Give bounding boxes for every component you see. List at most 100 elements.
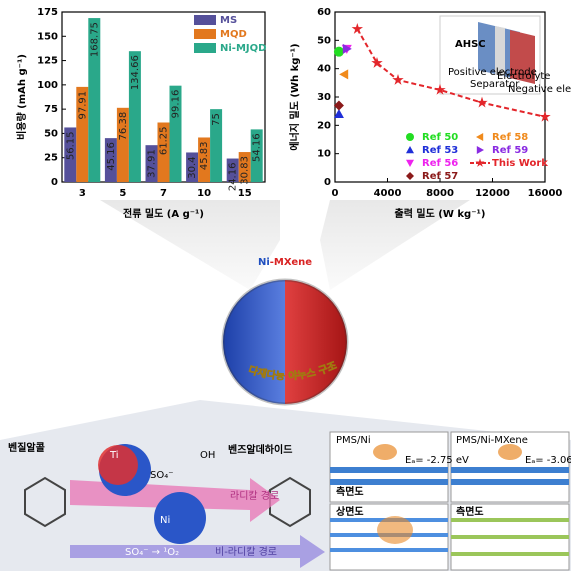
x-tick-label: 15 xyxy=(238,188,252,199)
species: Ni xyxy=(160,515,170,526)
legend-marker xyxy=(475,158,485,167)
legend-label: Ref 53 xyxy=(422,145,458,156)
bar xyxy=(250,129,263,182)
value-label: 54.16 xyxy=(252,133,263,162)
legend-marker xyxy=(406,172,414,180)
ni-sphere xyxy=(154,492,206,544)
bar xyxy=(76,86,89,182)
y-tick-label: 40 xyxy=(317,64,331,75)
mechanism: 벤질알콜 벤즈알데하이드 라디칼 경로 비-라디칼 경로 SO₄⁻ → ¹O₂ … xyxy=(8,441,325,568)
title-ni: Ni xyxy=(258,257,270,268)
x-tick-label: 7 xyxy=(160,188,167,199)
inset-label: Negative electrode xyxy=(508,84,571,95)
bar xyxy=(238,152,251,182)
species: SO₄⁻ xyxy=(150,470,174,481)
dft-panels: PMS/Ni PMS/Ni-MXene Eₐ= -2.75 eV Eₐ= -3.… xyxy=(329,431,571,571)
reaction: SO₄⁻ → ¹O₂ xyxy=(125,547,179,558)
bar xyxy=(104,138,117,182)
point xyxy=(539,110,551,122)
y-axis-label: 비용량 (mAh g⁻¹) xyxy=(15,54,28,140)
value-label: 168.75 xyxy=(89,22,100,57)
y-tick-label: 0 xyxy=(324,177,331,188)
legend-label: This Work xyxy=(492,158,548,169)
value-label: 134.66 xyxy=(130,55,141,90)
benzene xyxy=(269,476,311,528)
y-tick-label: 25 xyxy=(44,153,58,164)
point xyxy=(339,69,349,80)
x-tick-label: 5 xyxy=(119,188,126,199)
panel-title: PMS/Ni-MXene xyxy=(456,435,528,446)
charge-density xyxy=(498,444,522,460)
coin-left xyxy=(223,280,285,404)
value-label: 30.4 xyxy=(187,156,198,178)
value-label: 61.25 xyxy=(159,127,170,156)
bar xyxy=(88,18,101,183)
legend-marker xyxy=(406,159,414,167)
legend-label: Ni-MJQD xyxy=(220,43,266,54)
point xyxy=(476,96,488,108)
y-tick-label: 175 xyxy=(37,7,58,18)
value-label: 56.15 xyxy=(65,131,76,160)
point xyxy=(333,100,344,111)
y-tick-label: 60 xyxy=(317,7,331,18)
bar xyxy=(186,152,199,182)
legend-label: MQD xyxy=(220,29,247,40)
y-tick-label: 0 xyxy=(51,177,58,188)
reactant: 벤질알콜 xyxy=(8,441,45,454)
value-label: 45.83 xyxy=(199,141,210,170)
legend-marker xyxy=(476,133,484,141)
x-tick-label: 4000 xyxy=(374,188,402,199)
bar xyxy=(116,107,129,182)
charge-density xyxy=(373,444,397,460)
value-label: 24.16 xyxy=(228,163,239,192)
value-label: 75 xyxy=(211,113,222,126)
nonradical-arrow xyxy=(70,535,325,568)
point xyxy=(333,109,344,118)
value-label: 45.16 xyxy=(106,142,117,171)
legend-label: MS xyxy=(220,15,237,26)
inset-label: Electrolyte xyxy=(497,71,550,82)
point xyxy=(434,83,446,95)
title: Ni-MXene xyxy=(258,257,312,268)
y-tick-label: 150 xyxy=(37,31,58,42)
bar xyxy=(210,109,223,182)
bar xyxy=(226,158,239,182)
funnel xyxy=(320,200,470,290)
point xyxy=(342,43,352,54)
x-tick-label: 16000 xyxy=(528,188,563,199)
y-tick-label: 100 xyxy=(37,80,58,91)
energy: Eₐ= -2.75 eV xyxy=(405,455,469,466)
legend-swatch xyxy=(194,15,216,25)
y-tick-label: 30 xyxy=(317,92,331,103)
value-label: 30.83 xyxy=(240,156,251,185)
bar xyxy=(169,85,182,182)
view: 측면도 xyxy=(336,485,364,498)
nonradical-label: 비-라디칼 경로 xyxy=(215,545,277,558)
legend-marker xyxy=(406,146,414,154)
legend-label: Ref 50 xyxy=(422,132,458,143)
x-tick-label: 12000 xyxy=(475,188,510,199)
bar xyxy=(157,122,170,182)
value-label: 99.16 xyxy=(171,90,182,119)
bar xyxy=(64,127,77,182)
point xyxy=(371,57,383,68)
y-tick-label: 50 xyxy=(317,35,331,46)
species: Ti xyxy=(109,450,119,461)
legend-swatch xyxy=(194,43,216,53)
view: 측면도 xyxy=(456,505,484,518)
center: Ni-MXene 다재다능 야누스 구조 xyxy=(221,257,349,406)
separator xyxy=(495,26,505,76)
x-tick-label: 8000 xyxy=(426,188,454,199)
title-mxene: -MXene xyxy=(270,257,312,268)
value-label: 76.38 xyxy=(118,112,129,141)
legend-swatch xyxy=(194,29,216,39)
y-tick-label: 50 xyxy=(44,128,58,139)
legend-label: Ref 58 xyxy=(492,132,528,143)
x-tick-label: 3 xyxy=(79,188,86,199)
x-axis-label: 출력 밀도 (W kg⁻¹) xyxy=(395,207,486,220)
value-label: 97.91 xyxy=(77,91,88,120)
legend-label: Ref 56 xyxy=(422,158,458,169)
bar xyxy=(128,51,141,183)
x-tick-label: 10 xyxy=(197,188,211,199)
